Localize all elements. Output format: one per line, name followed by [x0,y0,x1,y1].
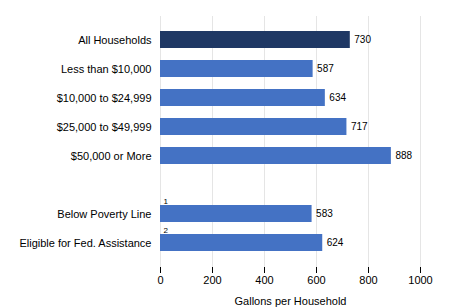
svg-text:1000: 1000 [408,274,432,286]
svg-text:624: 624 [327,237,344,248]
svg-text:583: 583 [316,208,333,219]
svg-text:0: 0 [157,274,163,286]
svg-text:587: 587 [317,63,334,74]
svg-text:600: 600 [307,274,325,286]
svg-text:717: 717 [351,121,368,132]
svg-text:1: 1 [164,197,169,206]
svg-text:$50,000 or More: $50,000 or More [71,150,152,162]
svg-text:Eligible for Fed. Assistance: Eligible for Fed. Assistance [19,237,151,249]
svg-text:888: 888 [395,150,412,161]
svg-text:Gallons per Household: Gallons per Household [235,295,347,307]
svg-text:730: 730 [354,34,371,45]
svg-text:$10,000 to $24,999: $10,000 to $24,999 [57,92,152,104]
svg-text:400: 400 [255,274,273,286]
svg-text:$25,000 to $49,999: $25,000 to $49,999 [57,121,152,133]
svg-text:Less than $10,000: Less than $10,000 [61,63,152,75]
svg-text:800: 800 [359,274,377,286]
svg-text:All Households: All Households [78,34,152,46]
svg-text:2: 2 [164,226,169,235]
svg-text:200: 200 [203,274,221,286]
svg-text:634: 634 [329,92,346,103]
svg-text:Below Poverty Line: Below Poverty Line [57,208,151,220]
